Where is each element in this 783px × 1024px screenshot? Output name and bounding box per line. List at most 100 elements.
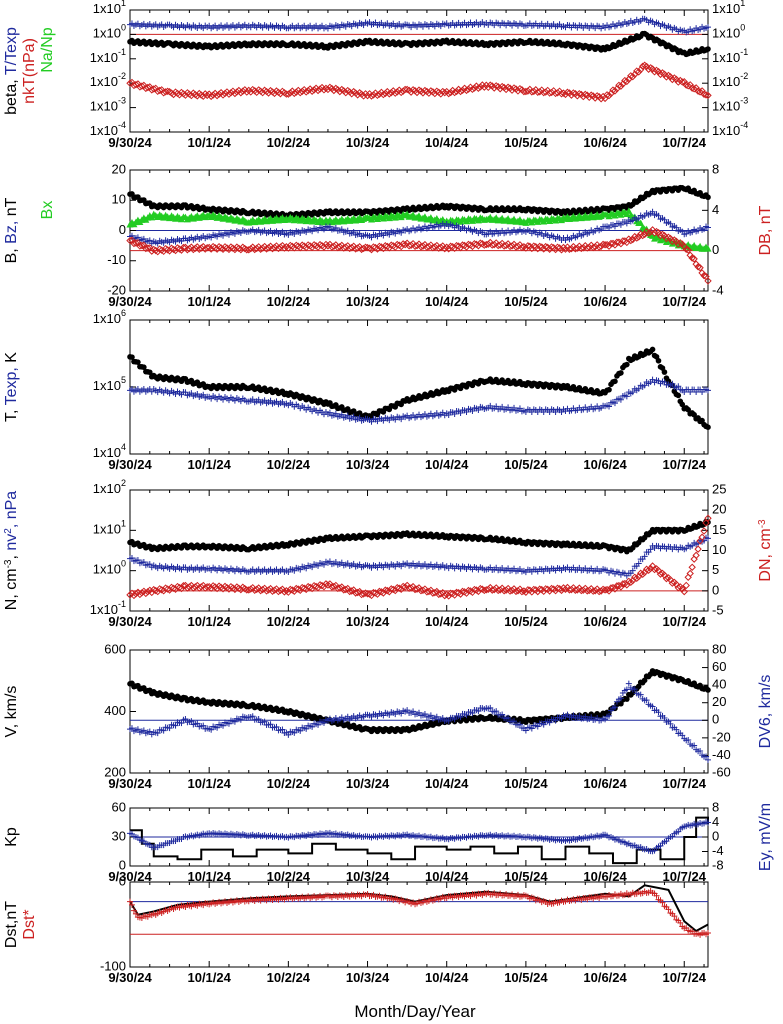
- data-point: [504, 83, 512, 91]
- y-right-tick-label: 0: [712, 582, 719, 597]
- x-tick-label: 10/2/24: [267, 135, 311, 150]
- data-point: [132, 239, 140, 247]
- y-axis-label-part: , nPa: [3, 491, 20, 528]
- data-point: [623, 77, 631, 86]
- data-point: [702, 91, 710, 99]
- data-point: [193, 92, 202, 100]
- data-point: [441, 88, 449, 97]
- data-point: [541, 88, 550, 96]
- data-point: [207, 92, 215, 101]
- data-point: [221, 89, 229, 98]
- x-tick-label: 10/5/24: [504, 135, 548, 150]
- data-point: [611, 87, 619, 95]
- series-Bx: [126, 207, 712, 252]
- data-point: [603, 91, 611, 99]
- y-right-tick-label: 15: [712, 522, 726, 537]
- y-tick-label: 1x10-3: [90, 96, 126, 114]
- data-point: [231, 89, 239, 98]
- y-right-axis-label: DB, nT: [757, 205, 774, 255]
- y-tick-label-exponent: 4: [121, 442, 126, 452]
- data-point: [569, 89, 578, 97]
- y-axis-label-part: ,: [3, 551, 20, 560]
- x-tick-label: 10/3/24: [346, 135, 390, 150]
- data-point: [132, 80, 140, 89]
- data-point: [661, 216, 668, 223]
- data-point: [587, 91, 595, 99]
- data-point: [163, 87, 172, 95]
- y-right-axis-label: DN, cm-3: [757, 519, 775, 582]
- data-point: [652, 66, 661, 75]
- y-tick-label-base: 1x10: [93, 378, 121, 393]
- y-right-tick-label: 4: [712, 814, 719, 829]
- data-point: [197, 91, 205, 99]
- y-axis-label-part: B,: [3, 244, 20, 264]
- y-axis-label-part: Kp: [3, 827, 20, 847]
- y-tick-label: 1x10-2: [90, 72, 126, 90]
- data-point: [547, 88, 556, 97]
- y-axis-label: V, km/s: [3, 686, 20, 738]
- data-point: [144, 244, 152, 252]
- data-point: [247, 88, 255, 96]
- data-point: [126, 79, 134, 87]
- data-point: [496, 85, 504, 93]
- chart-panels: 9/30/24 10/1/24 10/2/24 10/3/24 10/4/24 10/5/…: [3, 0, 775, 985]
- series-T/Texp: [127, 15, 711, 36]
- data-point: [157, 86, 166, 94]
- data-point: [397, 88, 405, 97]
- y-tick-label-exponent: 2: [121, 478, 126, 488]
- x-tick-label: 10/7/24: [663, 135, 707, 150]
- data-point: [425, 89, 433, 97]
- y-tick-label: -20: [107, 282, 126, 297]
- y-right-tick-label: 1x101: [712, 0, 745, 16]
- data-point: [660, 70, 669, 78]
- y-tick-label: 60: [112, 799, 126, 814]
- y-right-axis-label-part: DN, cm: [757, 528, 774, 581]
- y-tick-label-base: 1x10: [90, 50, 118, 65]
- y-axis-label-part: nT: [3, 197, 20, 216]
- series-DB: [126, 226, 712, 285]
- data-point: [431, 89, 439, 98]
- y-axis-label-part: V, km/s: [3, 686, 20, 738]
- y-tick-label-exponent: -1: [118, 599, 126, 609]
- x-tick-label: 10/5/24: [504, 614, 548, 629]
- y-right-tick-label: -4: [712, 282, 724, 297]
- data-point: [629, 72, 637, 81]
- y-right-tick-label-base: 1x10: [712, 1, 740, 16]
- x-tick-label: 10/1/24: [187, 614, 231, 629]
- x-tick-label: 10/3/24: [346, 776, 390, 791]
- data-point: [155, 86, 164, 95]
- data-point: [646, 64, 655, 72]
- x-tick-label: 10/1/24: [187, 457, 231, 472]
- y-right-tick-label-base: 1x10: [712, 50, 740, 65]
- data-point: [490, 84, 498, 92]
- data-point: [140, 235, 147, 242]
- data-point: [690, 85, 698, 93]
- y-right-tick-label: 4: [712, 202, 719, 217]
- data-point: [284, 90, 293, 98]
- data-point: [391, 89, 399, 97]
- data-point: [618, 370, 624, 376]
- y-axis-label-2: nkT(nPa): [21, 38, 38, 104]
- data-point: [666, 73, 675, 81]
- y-tick-label-exponent: 5: [121, 375, 126, 385]
- data-point: [336, 87, 344, 96]
- data-point: [696, 88, 704, 96]
- data-point: [373, 91, 382, 100]
- y-tick-label-base: 1x10: [90, 123, 118, 138]
- data-point: [138, 82, 146, 90]
- data-point: [142, 244, 150, 253]
- x-tick-label: 10/3/24: [346, 457, 390, 472]
- y-right-tick-label-exponent: -3: [740, 96, 748, 106]
- panel-bfield: 9/30/24 10/1/24 10/2/24 10/3/24 10/4/24 10/5/…: [3, 161, 774, 309]
- y-tick-label: 20: [112, 161, 126, 176]
- plot-frame: [129, 9, 709, 133]
- data-point: [427, 87, 435, 95]
- y-tick-label: 1x101: [93, 0, 126, 16]
- y-tick-label-exponent: -1: [118, 47, 126, 57]
- data-point: [456, 87, 465, 96]
- data-point: [605, 91, 613, 100]
- data-point: [486, 81, 494, 89]
- x-tick-label: 10/1/24: [187, 776, 231, 791]
- data-point: [152, 84, 160, 93]
